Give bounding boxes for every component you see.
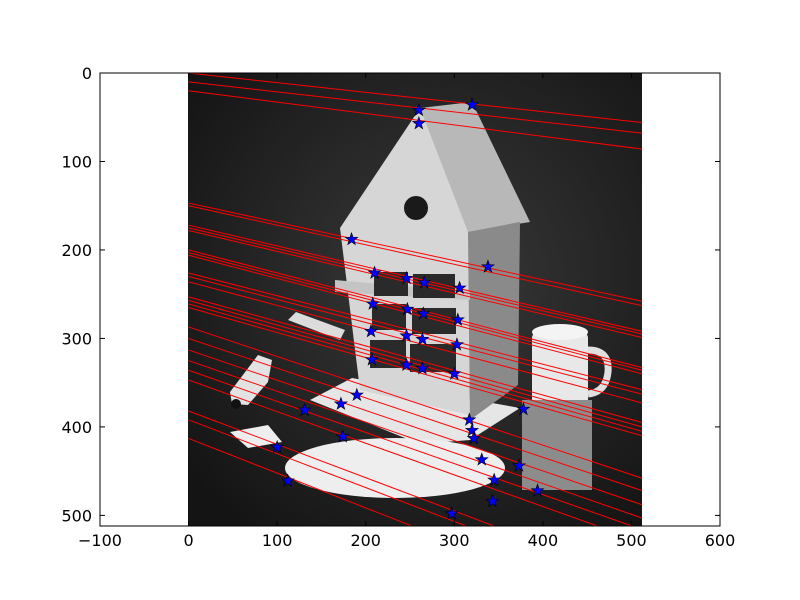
epipolar-line-16 — [188, 303, 643, 432]
epipolar-line-3 — [188, 202, 643, 302]
feature-point-16 — [449, 337, 464, 351]
feature-point-10 — [400, 301, 415, 316]
paper-roll — [288, 312, 345, 340]
epipolar-line-2 — [188, 90, 643, 150]
x-tick-label: 0 — [183, 531, 193, 550]
x-tick-label: −100 — [78, 531, 122, 550]
feature-point-33 — [280, 473, 295, 487]
feature-point-14 — [399, 328, 414, 342]
feature-point-4 — [367, 265, 382, 279]
feature-point-30 — [474, 452, 489, 466]
epipolar-line-0 — [188, 73, 643, 124]
feature-point-7 — [452, 280, 467, 294]
feature-point-28 — [335, 429, 350, 443]
epipolar-line-26 — [188, 437, 414, 526]
x-tick-label: 400 — [528, 531, 559, 550]
feature-point-17 — [364, 352, 379, 366]
epipolar-line-1 — [188, 81, 643, 134]
epipolar-lines — [188, 73, 643, 526]
house-right-wall — [468, 222, 520, 420]
feature-point-1 — [464, 97, 480, 111]
x-tick-label: 300 — [439, 531, 470, 550]
epipolar-line-19 — [188, 337, 643, 492]
feature-point-12 — [450, 312, 465, 326]
y-tick-label: 100 — [61, 152, 92, 171]
epipolar-line-24 — [188, 410, 496, 526]
feature-point-5 — [399, 270, 414, 285]
feature-point-11 — [416, 306, 431, 320]
epipolar-line-17 — [188, 306, 643, 437]
y-tick-label: 500 — [61, 506, 92, 525]
feature-point-35 — [485, 493, 500, 508]
epipolar-line-4 — [188, 205, 643, 307]
feature-point-36 — [444, 506, 459, 520]
epipolar-line-20 — [188, 349, 643, 506]
epipolar-line-21 — [188, 360, 643, 519]
epipolar-line-5 — [188, 224, 643, 332]
epipolar-line-18 — [188, 326, 643, 479]
round-window — [404, 196, 428, 220]
feature-point-27 — [466, 430, 481, 445]
epipolar-line-15 — [188, 299, 643, 428]
feature-point-26 — [464, 423, 480, 437]
epipolar-line-23 — [188, 379, 599, 526]
epipolar-line-6 — [188, 227, 643, 335]
feature-point-18 — [399, 357, 414, 371]
feature-point-21 — [349, 387, 364, 402]
house-left-wall — [340, 108, 470, 415]
epipolar-line-14 — [188, 296, 643, 423]
axes-frame — [99, 72, 721, 527]
feature-point-0 — [411, 102, 426, 117]
feature-point-20 — [447, 366, 462, 380]
feature-point-15 — [415, 331, 430, 346]
feature-point-6 — [417, 275, 432, 289]
feature-point-22 — [333, 396, 348, 410]
feature-point-24 — [516, 401, 531, 416]
toy-car — [230, 355, 272, 409]
y-tick-label: 0 — [82, 64, 92, 83]
x-tick-label: 500 — [616, 531, 647, 550]
epipolar-line-7 — [188, 230, 643, 339]
epipolar-line-12 — [188, 276, 643, 395]
feature-point-8 — [480, 259, 495, 273]
epipolar-line-11 — [188, 272, 643, 391]
epipolar-line-13 — [188, 281, 643, 404]
lifta-paper — [285, 438, 505, 498]
feature-point-23 — [297, 402, 312, 417]
feature-point-29 — [270, 439, 285, 454]
epipolar-line-8 — [188, 249, 643, 369]
feature-point-9 — [365, 296, 380, 310]
axis-ticks: −100 0 100 200 300 400 500 600 0 100 200 300 400 500 — [61, 64, 735, 550]
feature-point-31 — [511, 458, 526, 472]
feature-point-25 — [462, 412, 477, 426]
x-tick-label: 200 — [350, 531, 381, 550]
feature-point-2 — [411, 116, 426, 130]
feature-point-3 — [344, 231, 359, 246]
x-tick-label: 100 — [262, 531, 293, 550]
epipolar-line-22 — [188, 369, 634, 526]
y-tick-label: 200 — [61, 241, 92, 260]
epipolar-line-25 — [188, 419, 468, 526]
feature-point-32 — [487, 472, 502, 486]
y-tick-label: 300 — [61, 329, 92, 348]
epipolar-line-9 — [188, 252, 643, 371]
feature-points — [270, 97, 545, 520]
feature-point-13 — [363, 323, 379, 338]
x-tick-label: 600 — [705, 531, 736, 550]
y-tick-label: 400 — [61, 418, 92, 437]
mug — [522, 324, 612, 490]
feature-point-19 — [415, 361, 430, 375]
paper-sheet — [310, 378, 520, 444]
epipolar-line-10 — [188, 254, 643, 375]
feature-point-34 — [530, 483, 545, 497]
house-roof — [420, 102, 530, 232]
